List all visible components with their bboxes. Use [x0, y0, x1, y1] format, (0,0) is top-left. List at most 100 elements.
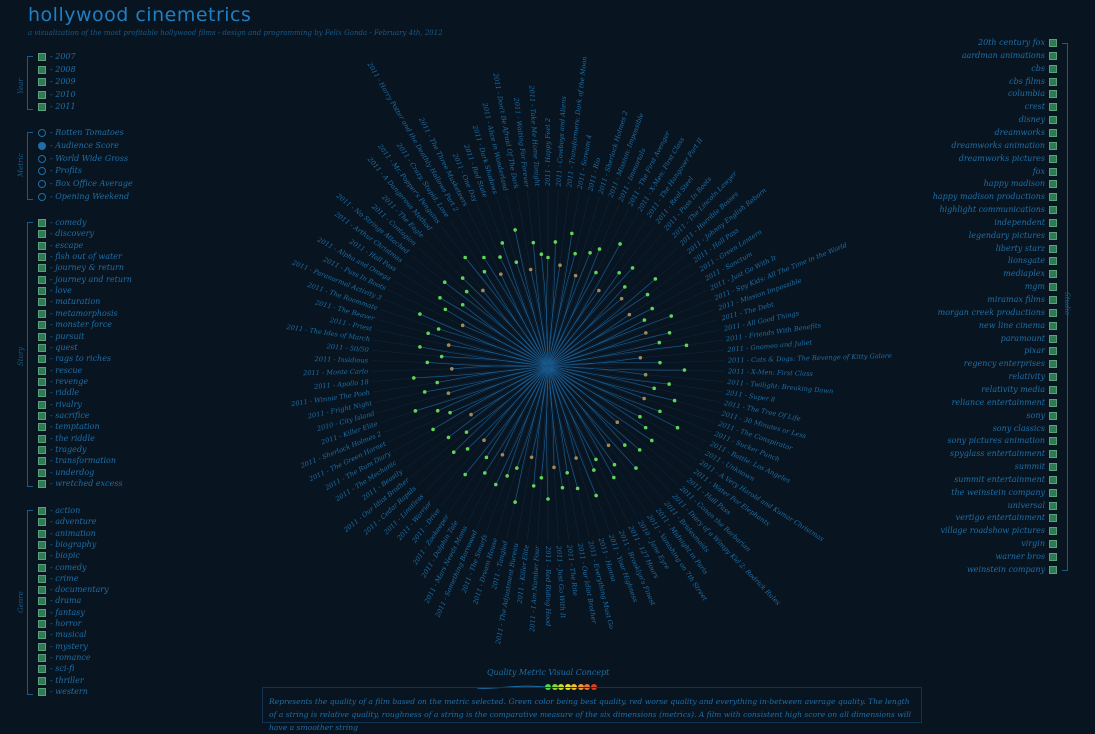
- checkbox-icon[interactable]: [38, 65, 46, 74]
- story-filter-item[interactable]: - quest: [38, 343, 78, 354]
- checkbox-icon[interactable]: [38, 275, 46, 284]
- film-data-point[interactable]: [630, 266, 635, 270]
- genre-filter-item[interactable]: - musical: [38, 630, 86, 641]
- checkbox-icon[interactable]: [1049, 257, 1057, 266]
- film-data-point[interactable]: [513, 228, 517, 232]
- film-data-point[interactable]: [438, 296, 442, 300]
- film-data-point[interactable]: [619, 296, 624, 301]
- film-data-point[interactable]: [482, 255, 486, 260]
- film-label[interactable]: 2011 - X-Men: First Class: [727, 367, 814, 378]
- film-data-point[interactable]: [627, 312, 632, 317]
- checkbox-icon[interactable]: [1049, 51, 1057, 60]
- checkbox-icon[interactable]: [1049, 514, 1057, 523]
- checkbox-icon[interactable]: [38, 377, 46, 386]
- film-data-point[interactable]: [558, 263, 562, 268]
- film-data-point[interactable]: [418, 312, 422, 316]
- film-data-point[interactable]: [539, 252, 544, 256]
- film-data-point[interactable]: [528, 267, 533, 272]
- checkbox-icon[interactable]: [1049, 411, 1057, 420]
- story-filter-item[interactable]: - monster force: [38, 320, 112, 331]
- film-data-point[interactable]: [442, 280, 447, 284]
- film-data-point[interactable]: [669, 314, 674, 318]
- film-data-point[interactable]: [657, 340, 662, 345]
- film-data-point[interactable]: [531, 240, 536, 245]
- checkbox-icon[interactable]: [38, 687, 46, 696]
- film-data-point[interactable]: [597, 247, 602, 251]
- checkbox-icon[interactable]: [1049, 385, 1057, 394]
- film-data-point[interactable]: [649, 438, 654, 443]
- film-data-point[interactable]: [493, 482, 498, 487]
- checkbox-icon[interactable]: [1049, 308, 1057, 317]
- checkbox-icon[interactable]: [38, 665, 46, 674]
- film-data-point[interactable]: [513, 500, 517, 504]
- studio-filter-item[interactable]: regency enterprises: [964, 359, 1057, 370]
- film-label[interactable]: 2011 - Happy Feet 2: [544, 118, 552, 187]
- film-data-point[interactable]: [612, 462, 617, 467]
- studio-filter-item[interactable]: paramount: [1001, 334, 1057, 345]
- year-filter-item[interactable]: - 2010: [38, 90, 76, 101]
- year-filter-item[interactable]: - 2007: [38, 52, 76, 63]
- film-data-point[interactable]: [560, 485, 565, 490]
- film-data-point[interactable]: [573, 273, 578, 278]
- genre-filter-item[interactable]: - thriller: [38, 676, 84, 687]
- film-data-point[interactable]: [418, 345, 422, 349]
- studio-filter-item[interactable]: disney: [1019, 115, 1057, 126]
- film-data-point[interactable]: [617, 271, 621, 275]
- film-data-point[interactable]: [411, 376, 416, 380]
- checkbox-icon[interactable]: [1049, 283, 1057, 292]
- film-data-point[interactable]: [539, 476, 544, 480]
- film-data-point[interactable]: [463, 472, 467, 477]
- studio-filter-item[interactable]: 20th century fox: [978, 38, 1057, 49]
- metric-filter-item[interactable]: - Audience Score: [38, 141, 119, 152]
- checkbox-icon[interactable]: [38, 343, 46, 352]
- checkbox-icon[interactable]: [38, 90, 46, 99]
- film-label[interactable]: 2011 - Insidious: [314, 355, 369, 365]
- film-data-point[interactable]: [449, 367, 454, 371]
- studio-filter-item[interactable]: mgm: [1025, 282, 1057, 293]
- film-data-point[interactable]: [514, 260, 519, 265]
- genre-filter-item[interactable]: - fantasy: [38, 608, 85, 619]
- checkbox-icon[interactable]: [1049, 360, 1057, 369]
- year-filter-item[interactable]: - 2011: [38, 102, 76, 113]
- metric-filter-item[interactable]: - Profits: [38, 166, 82, 177]
- film-data-point[interactable]: [552, 465, 556, 470]
- checkbox-icon[interactable]: [1049, 244, 1057, 253]
- checkbox-icon[interactable]: [38, 400, 46, 409]
- checkbox-icon[interactable]: [1049, 540, 1057, 549]
- checkbox-icon[interactable]: [1049, 103, 1057, 112]
- film-data-point[interactable]: [435, 408, 440, 413]
- checkbox-icon[interactable]: [1049, 39, 1057, 47]
- film-data-point[interactable]: [460, 323, 465, 328]
- studio-filter-item[interactable]: aardman animations: [962, 51, 1057, 62]
- checkbox-icon[interactable]: [38, 230, 46, 239]
- film-data-point[interactable]: [667, 330, 672, 335]
- checkbox-icon[interactable]: [1049, 398, 1057, 407]
- checkbox-icon[interactable]: [38, 241, 46, 250]
- studio-filter-item[interactable]: highlight communications: [939, 205, 1057, 216]
- studio-filter-item[interactable]: sony: [1026, 411, 1057, 422]
- studio-filter-item[interactable]: sony classics: [993, 424, 1057, 435]
- checkbox-icon[interactable]: [1049, 167, 1057, 176]
- film-data-point[interactable]: [634, 466, 638, 470]
- film-data-point[interactable]: [481, 288, 485, 293]
- studio-filter-item[interactable]: sony pictures animation: [948, 436, 1057, 447]
- film-data-point[interactable]: [652, 386, 656, 391]
- film-data-point[interactable]: [574, 456, 578, 460]
- film-data-point[interactable]: [594, 493, 598, 498]
- film-data-point[interactable]: [612, 475, 616, 480]
- film-data-point[interactable]: [573, 251, 577, 256]
- studio-filter-item[interactable]: virgin: [1021, 539, 1057, 550]
- genre-filter-item[interactable]: - adventure: [38, 517, 96, 528]
- film-data-point[interactable]: [606, 443, 611, 448]
- genre-filter-item[interactable]: - documentary: [38, 585, 109, 596]
- checkbox-icon[interactable]: [38, 586, 46, 595]
- film-data-point[interactable]: [650, 306, 655, 311]
- film-data-point[interactable]: [464, 430, 469, 434]
- film-data-point[interactable]: [546, 255, 550, 260]
- film-data-point[interactable]: [597, 288, 601, 293]
- film-data-point[interactable]: [515, 466, 519, 470]
- film-data-point[interactable]: [483, 471, 487, 475]
- genre-filter-item[interactable]: - western: [38, 687, 88, 698]
- film-data-point[interactable]: [531, 484, 536, 488]
- studio-filter-item[interactable]: summit: [1015, 462, 1057, 473]
